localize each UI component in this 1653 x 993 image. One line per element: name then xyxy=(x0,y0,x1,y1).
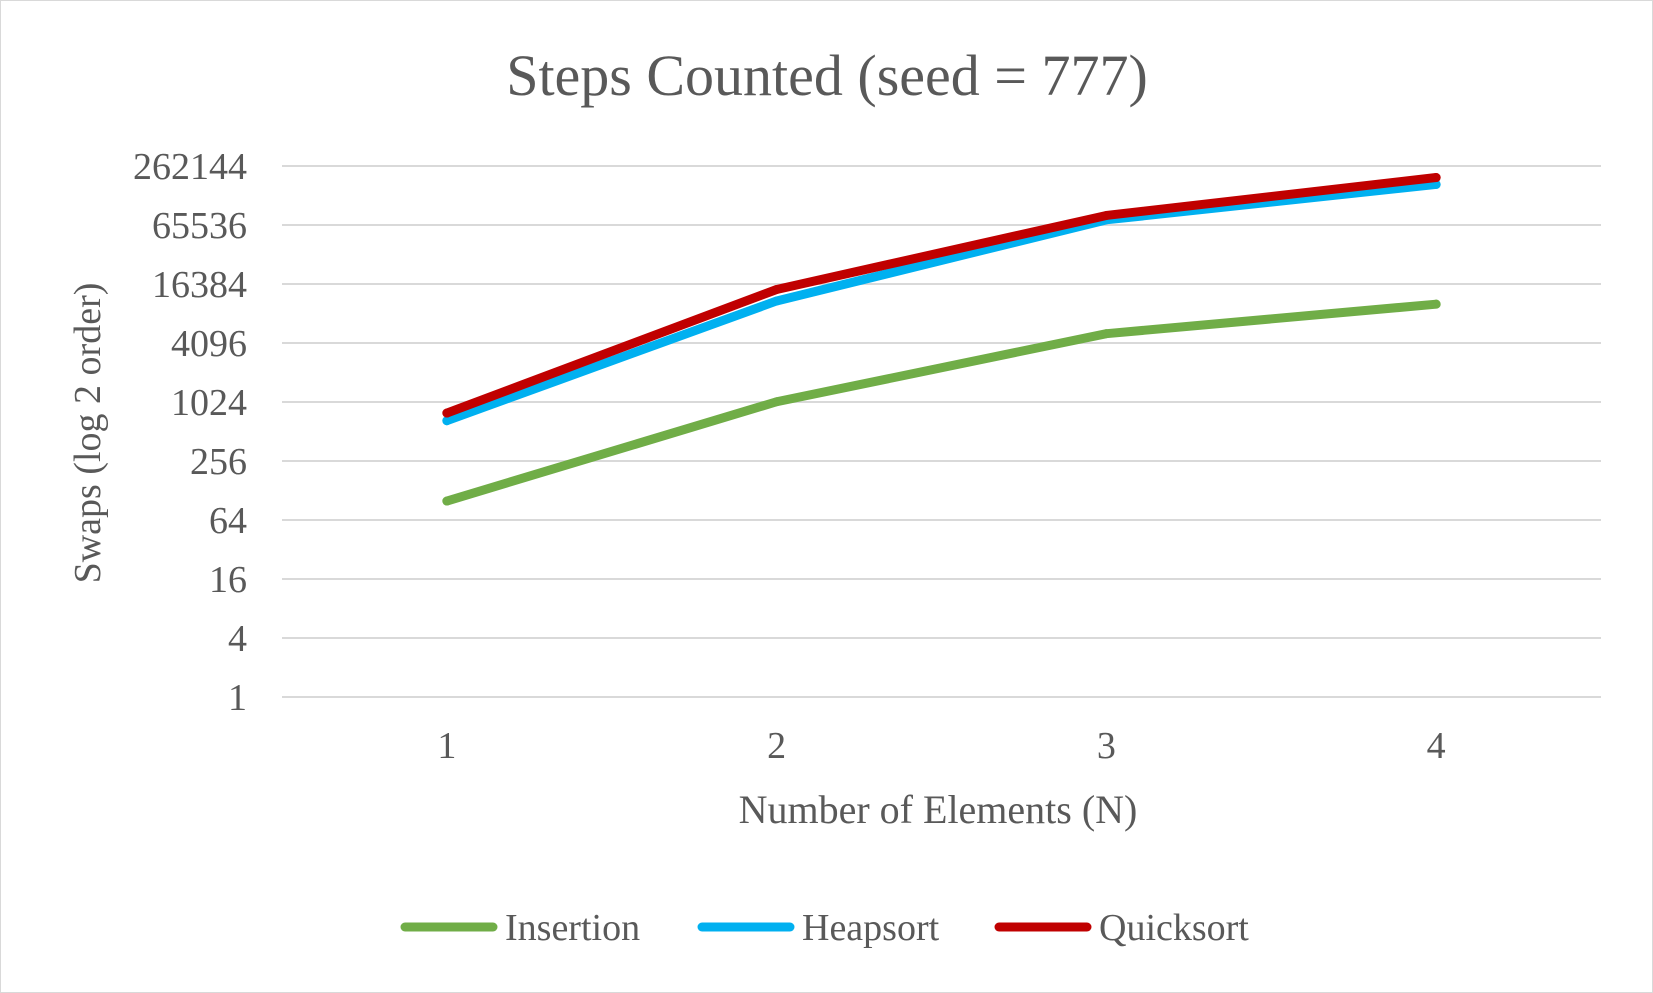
data-point xyxy=(772,284,782,294)
y-tick-label: 256 xyxy=(190,441,247,483)
data-point xyxy=(772,397,782,407)
y-tick-label: 262144 xyxy=(133,146,247,188)
legend-label-insertion: Insertion xyxy=(505,907,640,949)
series-line-heapsort xyxy=(442,179,1441,426)
x-tick-label: 2 xyxy=(767,725,786,767)
x-axis-label: Number of Elements (N) xyxy=(739,787,1138,832)
legend-label-heapsort: Heapsort xyxy=(802,907,940,949)
data-point xyxy=(442,496,452,506)
y-axis-ticks: 1 4 16 64 256 1024 4096 16384 65536 262144 xyxy=(133,146,247,719)
chart-title: Steps Counted (seed = 777) xyxy=(506,43,1148,108)
data-point xyxy=(442,416,452,426)
series-line-insertion xyxy=(442,299,1441,506)
y-tick-label: 4 xyxy=(228,618,247,660)
y-axis-label: Swaps (log 2 order) xyxy=(67,283,109,584)
data-point xyxy=(1101,210,1111,220)
legend: Insertion Heapsort Quicksort xyxy=(400,907,1249,949)
y-tick-label: 65536 xyxy=(152,205,247,247)
data-point xyxy=(1431,299,1441,309)
data-point xyxy=(772,296,782,306)
y-tick-label: 1 xyxy=(228,677,247,719)
legend-label-quicksort: Quicksort xyxy=(1099,907,1249,949)
y-tick-label: 4096 xyxy=(171,323,247,365)
x-tick-label: 4 xyxy=(1427,725,1446,767)
x-axis-ticks: 1 2 3 4 xyxy=(437,725,1445,767)
y-tick-label: 1024 xyxy=(171,382,247,424)
data-point xyxy=(1101,329,1111,339)
y-tick-label: 16384 xyxy=(152,264,247,306)
data-point xyxy=(1431,173,1441,183)
gridlines xyxy=(282,165,1601,698)
series-line-quicksort xyxy=(442,173,1441,418)
y-tick-label: 16 xyxy=(209,559,247,601)
series-lines xyxy=(442,173,1441,506)
x-tick-label: 3 xyxy=(1097,725,1116,767)
x-tick-label: 1 xyxy=(437,725,456,767)
data-point xyxy=(442,408,452,418)
y-tick-label: 64 xyxy=(209,500,247,542)
